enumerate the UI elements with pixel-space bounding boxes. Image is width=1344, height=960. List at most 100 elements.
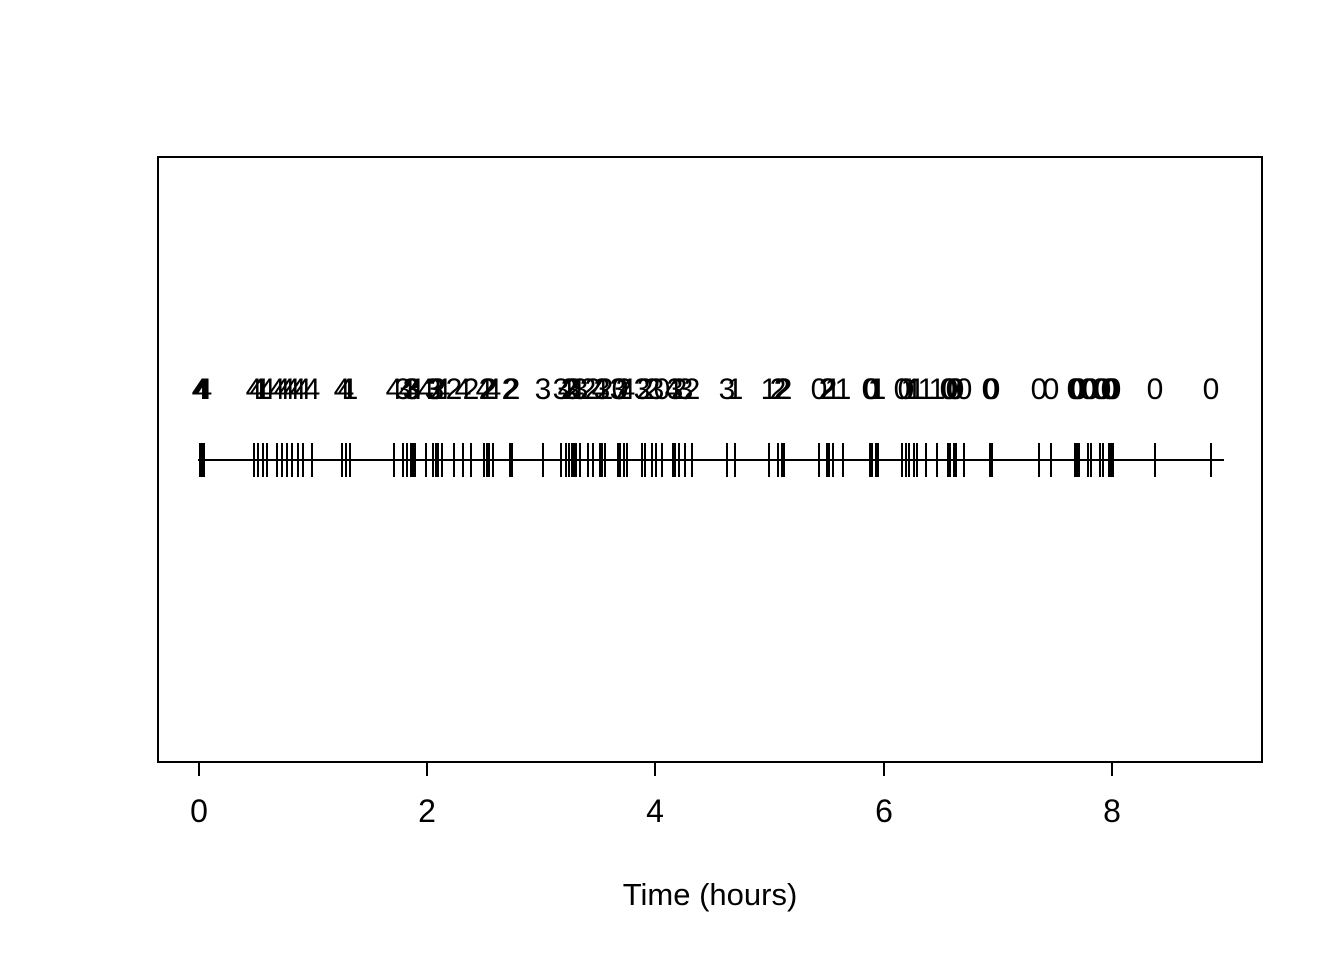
event-count-label: 0 [1042,373,1060,406]
event-count-label: 0 [1146,373,1164,406]
event-count-label: 3 [534,373,552,406]
event-tick [947,443,949,477]
event-tick [341,443,343,477]
event-tick [253,443,255,477]
event-tick [651,443,653,477]
event-count-label: 0 [1100,373,1118,406]
event-count-label: 0 [611,373,629,406]
event-tick [674,443,676,477]
event-tick [297,443,299,477]
event-tick [402,443,404,477]
x-axis-tick [426,763,428,776]
event-count-label: 3 [571,373,589,406]
event-count-label: 0 [1070,373,1088,406]
event-tick [511,443,513,477]
event-count-label: 3 [563,373,581,406]
event-tick [1087,443,1089,477]
event-tick [916,443,918,477]
event-tick [262,443,264,477]
event-tick [509,443,511,477]
event-count-label: 4 [664,373,682,406]
event-tick [781,443,783,477]
event-tick [734,443,736,477]
event-count-label: 2 [636,373,654,406]
event-count-label: 2 [769,373,787,406]
event-tick [877,443,879,477]
event-tick [579,443,581,477]
event-count-label: 0 [1102,373,1120,406]
x-axis-tick [1111,763,1113,776]
event-count-label: 4 [337,373,355,406]
event-count-label: 2 [683,373,701,406]
event-count-label: 1 [726,373,744,406]
event-count-label: 4 [283,373,301,406]
event-count-label: 3 [427,373,445,406]
event-tick [1078,443,1080,477]
event-count-label: 4 [618,373,636,406]
event-count-label: 1 [341,373,359,406]
event-count-label: 4 [258,373,276,406]
event-tick [571,443,573,477]
event-tick [991,443,993,477]
event-tick [441,443,443,477]
event-tick [1074,443,1076,477]
event-tick [623,443,625,477]
event-count-label: 0 [983,373,1001,406]
event-count-label: 0 [941,373,959,406]
event-count-label: 0 [1082,373,1100,406]
event-tick [542,443,544,477]
event-count-label: 3 [552,373,570,406]
event-tick [565,443,567,477]
event-count-label: 0 [1104,373,1122,406]
event-count-label: 2 [501,373,519,406]
event-tick [1076,443,1078,477]
event-tick [1050,443,1052,477]
event-count-label: 4 [454,373,472,406]
event-tick [568,443,570,477]
event-tick [199,443,201,477]
event-tick [655,443,657,477]
event-tick [1102,443,1104,477]
event-count-label: 0 [955,373,973,406]
event-tick [573,443,575,477]
event-tick [406,443,408,477]
event-tick [626,443,628,477]
event-tick [678,443,680,477]
event-tick [901,443,903,477]
event-tick [560,443,562,477]
x-axis-tick [654,763,656,776]
event-count-label: 3 [676,373,694,406]
event-tick [462,443,464,477]
event-tick [345,443,347,477]
event-count-label: 0 [1030,373,1048,406]
event-tick [492,443,494,477]
event-timeline [198,459,1224,461]
event-count-label: 2 [643,373,661,406]
event-count-label: 2 [615,373,633,406]
event-tick [483,443,485,477]
x-axis-tick-label: 8 [1103,793,1121,829]
event-count-label: 4 [406,373,424,406]
event-count-label: 0 [981,373,999,406]
event-count-label: 2 [584,373,602,406]
event-count-label: 0 [947,373,965,406]
event-count-label: 2 [503,373,521,406]
event-count-label: 4 [268,373,286,406]
event-tick [1154,443,1156,477]
event-count-label: 0 [1079,373,1097,406]
event-tick [266,443,268,477]
event-tick [826,443,828,477]
event-tick [1099,443,1101,477]
event-count-label: 2 [670,373,688,406]
event-tick [486,443,488,477]
event-count-label: 0 [1091,373,1109,406]
event-tick [768,443,770,477]
event-count-label: 1 [254,373,272,406]
event-count-label: 0 [945,373,963,406]
event-count-label: 0 [897,373,915,406]
event-count-label: 0 [893,373,911,406]
event-tick [286,443,288,477]
x-axis-tick-label: 6 [875,793,893,829]
x-axis-tick-label: 0 [190,793,208,829]
